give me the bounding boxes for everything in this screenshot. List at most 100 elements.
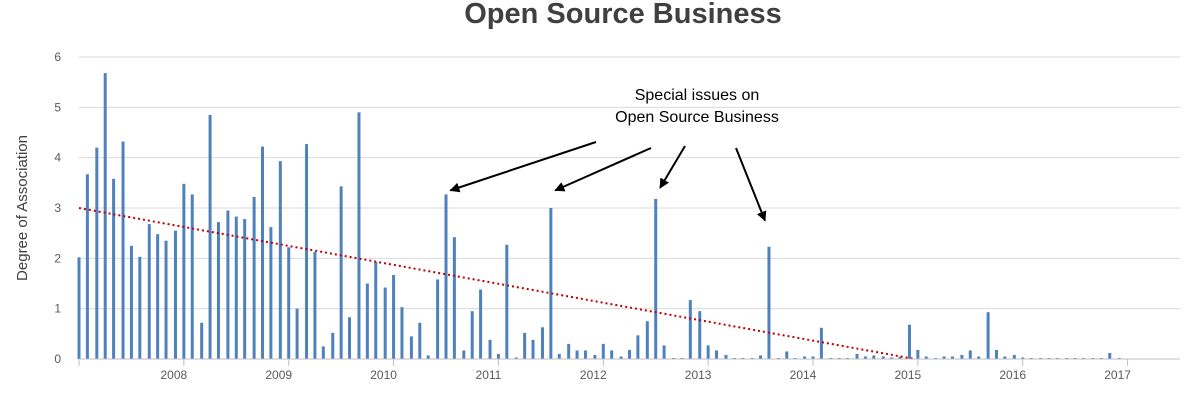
bar [540, 327, 544, 359]
bar [523, 332, 527, 359]
bar [505, 244, 509, 359]
bar [278, 161, 282, 359]
bar [138, 256, 142, 359]
bar [549, 208, 553, 359]
bar [357, 112, 361, 359]
bar [1012, 354, 1016, 359]
bar [261, 146, 264, 359]
bar [793, 357, 797, 359]
y-tick-label: 2 [54, 251, 61, 265]
bar [898, 356, 902, 359]
bar [855, 353, 859, 359]
x-tick-label: 2008 [161, 368, 188, 382]
bar [95, 147, 99, 359]
bar [567, 343, 571, 359]
bar [846, 357, 850, 359]
annotation-arrow [449, 141, 597, 193]
bars [77, 73, 1121, 360]
x-tick-labels: 2008 2009 2010 2011 2012 2013 2014 2015 2016 2017 [161, 368, 1132, 382]
bar [348, 317, 352, 359]
bar [1039, 357, 1043, 359]
bar [995, 349, 998, 359]
bar [418, 322, 422, 359]
bar [462, 350, 466, 359]
y-tick-label: 3 [54, 201, 61, 215]
bar [156, 234, 160, 359]
bar [960, 354, 964, 359]
bar [654, 198, 658, 359]
bar [863, 356, 867, 359]
bar [907, 324, 911, 359]
bar [881, 356, 885, 359]
trendline [78, 207, 915, 360]
bar [147, 224, 151, 359]
bar [575, 350, 579, 359]
y-tick-label: 6 [54, 50, 61, 64]
x-tick-label: 2016 [999, 368, 1026, 382]
bar [1091, 357, 1095, 359]
bar [112, 178, 116, 359]
bar [173, 230, 177, 359]
bar [811, 356, 815, 359]
x-tick-label: 2014 [790, 368, 817, 382]
bar [672, 357, 676, 359]
bar [950, 356, 954, 359]
bar [1117, 357, 1121, 359]
bar [741, 357, 745, 359]
bar [776, 357, 780, 359]
bar [942, 356, 946, 359]
bar [243, 219, 247, 359]
bar [400, 307, 404, 359]
bar [121, 141, 125, 359]
bar [208, 114, 212, 359]
bar [636, 335, 640, 359]
x-tick-label: 2009 [265, 368, 292, 382]
y-tick-label: 5 [54, 100, 61, 114]
y-tick-label: 1 [54, 302, 61, 316]
bar [890, 357, 894, 359]
bar [803, 356, 807, 359]
x-tick-label: 2017 [1104, 368, 1131, 382]
bar [331, 332, 335, 359]
bar [924, 356, 928, 359]
bar [986, 312, 990, 359]
bar [409, 336, 413, 359]
bar [426, 355, 430, 359]
annotation-arrows [449, 141, 767, 222]
x-tick-label: 2013 [685, 368, 712, 382]
bar [392, 274, 396, 359]
y-tick-label: 4 [54, 151, 61, 165]
bar [680, 357, 684, 359]
bar [252, 196, 256, 359]
bar [837, 357, 841, 359]
bar [872, 355, 876, 359]
annotation: Special issues on Open Source Business [449, 87, 779, 222]
bar [295, 308, 299, 359]
bar [1073, 357, 1077, 359]
bar [1055, 357, 1059, 359]
bar [305, 144, 309, 359]
x-tick-label: 2010 [370, 368, 397, 382]
bar [77, 257, 81, 359]
bar [436, 279, 440, 359]
annotation-line-1: Special issues on [635, 87, 760, 104]
bar [628, 349, 631, 359]
bar [619, 356, 623, 359]
x-tick-label: 2011 [476, 368, 502, 382]
bar [234, 216, 238, 359]
bar [785, 351, 789, 359]
bar [321, 346, 325, 359]
bar [601, 343, 605, 359]
bar [732, 357, 736, 359]
bar [531, 339, 535, 359]
bar [164, 240, 168, 359]
y-axis-label: Degree of Association [14, 135, 31, 281]
bar [365, 283, 369, 359]
annotation-arrow [735, 147, 767, 222]
bar [479, 289, 483, 359]
bar [1021, 357, 1025, 359]
y-tick-label: 0 [54, 352, 61, 366]
bar [750, 357, 754, 359]
bar [103, 73, 107, 360]
